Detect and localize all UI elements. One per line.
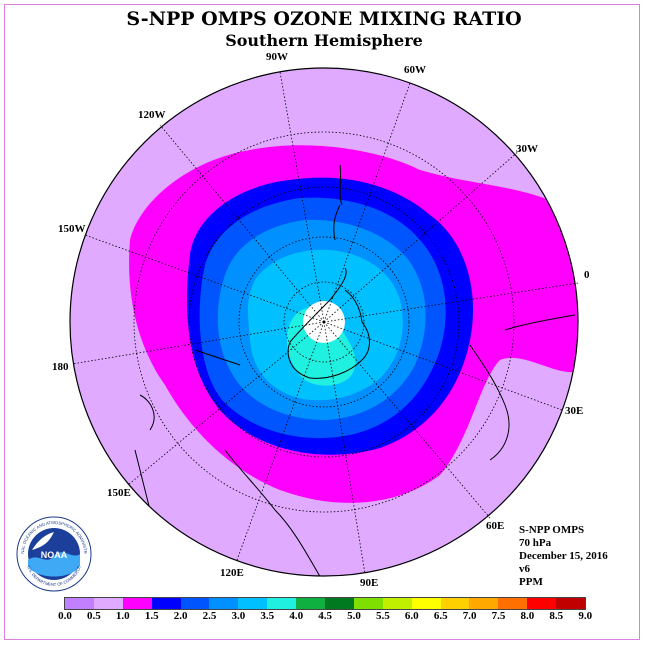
colorbar-tick-label: 5.5 [376,610,390,622]
logo-text: NOAA [41,550,68,560]
colorbar-tick-label: 9.0 [578,610,593,622]
noaa-logo: NOAA NATIONAL OCEANIC AND ATMOSPHERIC AD… [16,516,92,592]
colorbar-tick-label: 7.5 [491,610,506,622]
colorbar-swatch [469,598,499,609]
lon-label-120w: 120W [138,109,166,121]
lon-label-150w: 150W [58,223,86,235]
lon-label-0: 0 [584,269,590,281]
colorbar-swatch [382,598,412,609]
colorbar-swatch [325,598,354,609]
colorbar-tick-label: 7.0 [462,610,477,622]
lon-label-30e: 30E [565,405,583,417]
south-pole-marker [322,320,326,324]
colorbar-tick-label: 8.5 [549,610,564,622]
date-text: December 15, 2016 [519,550,608,562]
colorbar-tick-label: 2.0 [173,610,188,622]
map-boundary [69,67,579,577]
coastlines [134,164,576,576]
level-text: 70 hPa [519,537,552,549]
colorbar-swatch [122,598,152,609]
map-title: S-NPP OMPS OZONE MIXING RATIO [126,8,522,30]
colorbar-swatch [238,598,268,609]
lon-label-180: 180 [52,361,69,373]
colorbar-swatch [556,598,586,609]
lon-label-90e: 90E [360,577,378,589]
colorbar-tick-label: 6.5 [433,610,448,622]
lon-label-60w: 60W [404,64,426,76]
colorbar-tick-label: 4.0 [289,610,304,622]
instrument-text: S-NPP OMPS [519,524,585,536]
colorbar-swatch [527,598,557,609]
colorbar-swatch [498,598,528,609]
colorbar-tick-label: 4.5 [318,610,332,622]
colorbar-swatch [151,598,181,609]
colorbar-swatch [440,598,470,609]
colorbar-swatch [65,598,94,609]
colorbar [64,597,587,610]
colorbar-swatch [353,598,383,609]
graticule [71,71,579,575]
lon-label-30w: 30W [516,143,538,155]
colorbar-swatch [209,598,239,609]
info-block: S-NPP OMPS 70 hPa December 15, 2016 v6 P… [519,524,608,589]
units-text: PPM [519,576,543,588]
colorbar-tick-label: 2.5 [202,610,217,622]
colorbar-tick-label: 5.0 [347,610,361,622]
map-subtitle: Southern Hemisphere [225,31,423,50]
version-text: v6 [519,563,530,575]
lon-label-60e: 60E [486,520,504,532]
plot-frame [4,4,640,640]
colorbar-swatch [411,598,441,609]
colorbar-swatch [93,598,123,609]
colorbar-tick-label: 0.0 [58,610,72,622]
colorbar-swatch [267,598,297,609]
lon-label-90w: 90W [266,51,288,63]
lon-label-120e: 120E [220,567,244,579]
colorbar-tick-label: 1.5 [144,610,159,622]
colorbar-tick-label: 3.0 [231,610,246,622]
lon-label-150e: 150E [107,487,131,499]
colorbar-swatch [180,598,210,609]
colorbar-tick-label: 0.5 [87,610,101,622]
colorbar-swatch [296,598,326,609]
colorbar-tick-label: 6.0 [404,610,419,622]
colorbar-tick-label: 1.0 [115,610,130,622]
colorbar-tick-label: 3.5 [260,610,275,622]
colorbar-tick-label: 8.0 [520,610,535,622]
